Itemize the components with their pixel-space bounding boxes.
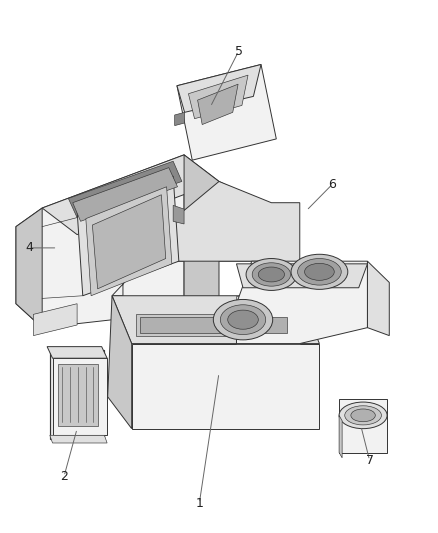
Polygon shape [53, 358, 107, 435]
Text: 4: 4 [25, 241, 33, 254]
Polygon shape [112, 181, 263, 296]
Polygon shape [339, 415, 342, 458]
Polygon shape [16, 208, 42, 328]
Text: 2: 2 [60, 470, 68, 483]
Ellipse shape [220, 305, 266, 335]
Polygon shape [58, 365, 98, 426]
Ellipse shape [213, 300, 273, 340]
Polygon shape [68, 161, 182, 217]
Ellipse shape [339, 402, 387, 429]
Polygon shape [136, 314, 289, 336]
Polygon shape [188, 75, 248, 119]
Ellipse shape [351, 409, 375, 422]
Polygon shape [77, 176, 179, 296]
Polygon shape [141, 317, 287, 333]
Polygon shape [132, 344, 319, 429]
Polygon shape [173, 205, 184, 224]
Polygon shape [16, 155, 184, 328]
Polygon shape [123, 181, 300, 264]
Polygon shape [339, 399, 387, 453]
Polygon shape [184, 155, 219, 322]
Polygon shape [198, 84, 238, 125]
Polygon shape [237, 296, 300, 344]
Ellipse shape [291, 254, 348, 289]
Polygon shape [92, 195, 166, 289]
Polygon shape [177, 64, 261, 112]
Text: 7: 7 [366, 454, 374, 467]
Polygon shape [237, 261, 367, 344]
Polygon shape [50, 351, 104, 439]
Ellipse shape [252, 263, 290, 286]
Ellipse shape [258, 267, 285, 282]
Polygon shape [175, 112, 184, 126]
Polygon shape [50, 435, 107, 443]
Ellipse shape [297, 259, 341, 285]
Polygon shape [73, 167, 177, 221]
Ellipse shape [246, 259, 297, 290]
Polygon shape [47, 346, 107, 358]
Ellipse shape [304, 263, 334, 280]
Text: 1: 1 [195, 497, 203, 510]
Polygon shape [42, 155, 219, 235]
Ellipse shape [228, 310, 258, 329]
Polygon shape [367, 261, 389, 336]
Ellipse shape [345, 406, 381, 425]
Polygon shape [112, 296, 319, 344]
Text: 5: 5 [235, 45, 243, 58]
Polygon shape [177, 64, 276, 160]
Polygon shape [237, 264, 367, 288]
Polygon shape [108, 296, 132, 429]
Polygon shape [33, 304, 77, 336]
Text: 6: 6 [328, 177, 336, 191]
Polygon shape [86, 187, 172, 296]
